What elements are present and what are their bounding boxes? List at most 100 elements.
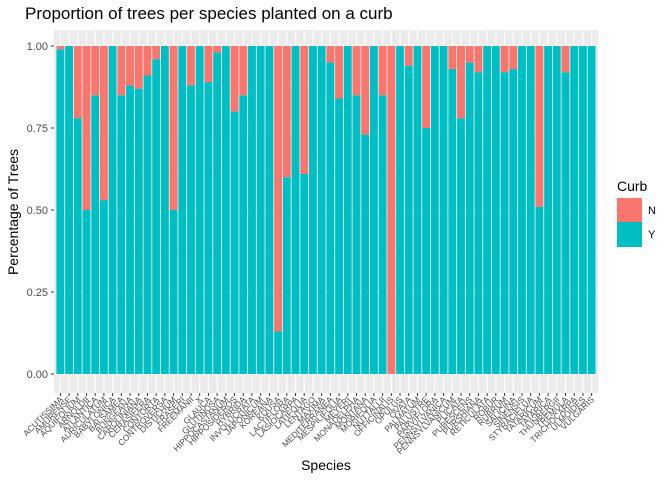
bar-y-involucrata bbox=[248, 46, 256, 374]
bar-y-hybrida bbox=[239, 95, 248, 374]
bar-y-x bbox=[195, 46, 204, 374]
bar-n-kousa bbox=[274, 46, 283, 332]
y-tick-label: 0.00 bbox=[27, 369, 48, 381]
legend-label-y: Y bbox=[648, 229, 656, 241]
bar-y-styraciflua bbox=[526, 46, 535, 374]
bar-y-kousa bbox=[274, 331, 283, 374]
bar-y-nuttallii bbox=[378, 95, 387, 374]
bar-n-contorta bbox=[152, 46, 161, 60]
bar-n-monadelpha bbox=[352, 46, 361, 96]
y-axis-title: Percentage of Trees bbox=[5, 149, 21, 275]
y-tick-label: 0.75 bbox=[27, 123, 48, 135]
bar-y-auriculatum bbox=[99, 200, 108, 374]
bar-y-atlantica bbox=[91, 95, 100, 374]
legend-swatch-n bbox=[617, 198, 642, 223]
bar-y-fraseri bbox=[178, 46, 187, 374]
chart-title: Proportion of trees per species planted … bbox=[25, 4, 393, 23]
bar-n-cerasifera bbox=[143, 46, 152, 76]
bar-y-pennsylvanica bbox=[439, 46, 448, 374]
bar-y-monadelpha bbox=[352, 95, 361, 374]
bar-n-tataricum bbox=[535, 46, 544, 207]
legend-swatch-y bbox=[617, 222, 642, 247]
bar-n-hybrida bbox=[239, 46, 248, 96]
bar-y-palustre bbox=[422, 128, 431, 374]
bar-y-palmatum bbox=[413, 46, 422, 374]
bar-y-mediterranea bbox=[326, 62, 335, 375]
bar-y-caroliniana bbox=[134, 88, 143, 374]
bar-y-lentago bbox=[309, 46, 317, 374]
bar-y-plicata bbox=[457, 118, 465, 374]
bar-n-montana bbox=[361, 46, 370, 135]
bar-y-cerasifera bbox=[143, 75, 152, 375]
bar-y-parviflora bbox=[430, 46, 439, 374]
y-axis: 0.00 0.25 0.50 0.75 1.00 bbox=[27, 41, 54, 381]
bar-y-purshiana bbox=[474, 72, 483, 375]
bar-y-glutinosa bbox=[213, 52, 222, 375]
bar-y-koreana bbox=[265, 46, 274, 374]
bar-y-salicina bbox=[509, 68, 518, 375]
legend-label-n: N bbox=[648, 205, 656, 217]
x-tick-label: X bbox=[193, 394, 204, 405]
bar-n-pennsylvanicum bbox=[448, 46, 457, 69]
bar-y-rubrum bbox=[500, 72, 509, 375]
bar-n-glutinosa bbox=[213, 46, 222, 53]
bar-n-ovata bbox=[404, 46, 413, 66]
bar-y-distichum bbox=[169, 210, 178, 374]
legend-title: Curb bbox=[617, 178, 648, 194]
bar-y-pubescens bbox=[465, 62, 474, 375]
x-axis: ACUTISSIMAAMURENSEAQUIFOLIUMARNOLDIIATLA… bbox=[21, 393, 596, 456]
bar-y-arnoldii bbox=[82, 210, 91, 374]
bar-n-mespilifolia bbox=[335, 46, 343, 99]
bar-y-montana bbox=[361, 134, 370, 374]
bar-n-nuttallii bbox=[378, 46, 387, 96]
bar-y-sinensis bbox=[518, 46, 526, 374]
bar-y-lactiflora bbox=[282, 177, 291, 374]
bar-y-japonicum bbox=[256, 46, 265, 374]
y-tick-label: 0.25 bbox=[27, 287, 48, 299]
bar-n-caroliniana bbox=[134, 46, 143, 89]
bar-n-freemanii bbox=[187, 46, 195, 86]
bar-y-acutissima bbox=[56, 49, 65, 374]
bar-n-atlantica bbox=[91, 46, 100, 96]
bar-y-hipposideros bbox=[230, 111, 239, 374]
bar-n-distichum bbox=[169, 46, 178, 210]
bar-y-babylonica bbox=[108, 46, 117, 374]
bars bbox=[56, 46, 596, 375]
bar-y-opulus bbox=[396, 46, 404, 374]
bar-n-auriculatum bbox=[99, 46, 108, 201]
bar-y-tatarica bbox=[544, 46, 553, 374]
bar-n-palustre bbox=[422, 46, 431, 128]
bar-y-mespilifolia bbox=[335, 98, 343, 374]
y-tick-label: 0.50 bbox=[27, 205, 48, 217]
bar-n-latifolia bbox=[300, 46, 309, 174]
bar-y-thunbergii bbox=[552, 46, 561, 374]
bar-n-tremula bbox=[561, 46, 570, 73]
bar-y-aquifolium bbox=[73, 118, 82, 374]
bar-y-freemanii bbox=[187, 85, 195, 375]
bar-y-trichocarpa bbox=[570, 46, 579, 374]
bar-y-contorta bbox=[152, 59, 161, 375]
bar-n-acutissima bbox=[56, 46, 65, 50]
bar-y-controversa bbox=[160, 46, 169, 374]
bar-n-balsamea bbox=[117, 46, 126, 96]
bar-y-lasiocarpa bbox=[291, 46, 300, 374]
bar-n-lactiflora bbox=[282, 46, 291, 178]
bar-y-latifolia bbox=[300, 173, 309, 374]
bar-n-aquifolium bbox=[73, 46, 82, 119]
bar-n-salicina bbox=[509, 46, 518, 69]
bar-y-ulmoides bbox=[579, 46, 587, 374]
bar-y-ovata bbox=[404, 65, 413, 375]
bar-n-rubrum bbox=[500, 46, 509, 73]
x-axis-title: Species bbox=[301, 457, 351, 473]
bar-n-bungeana bbox=[126, 46, 134, 86]
bar-y-pennsylvanicum bbox=[448, 68, 457, 375]
bar-n-arnoldii bbox=[82, 46, 91, 210]
bar-y-morifolia bbox=[369, 46, 378, 374]
bar-y-robur bbox=[491, 46, 500, 374]
bar-y-tremula bbox=[561, 72, 570, 375]
bar-y-vulgaris bbox=[587, 46, 596, 374]
bar-n-pubescens bbox=[465, 46, 474, 63]
bar-n-hipposideros bbox=[230, 46, 239, 112]
bar-y-meyeri bbox=[343, 46, 352, 374]
